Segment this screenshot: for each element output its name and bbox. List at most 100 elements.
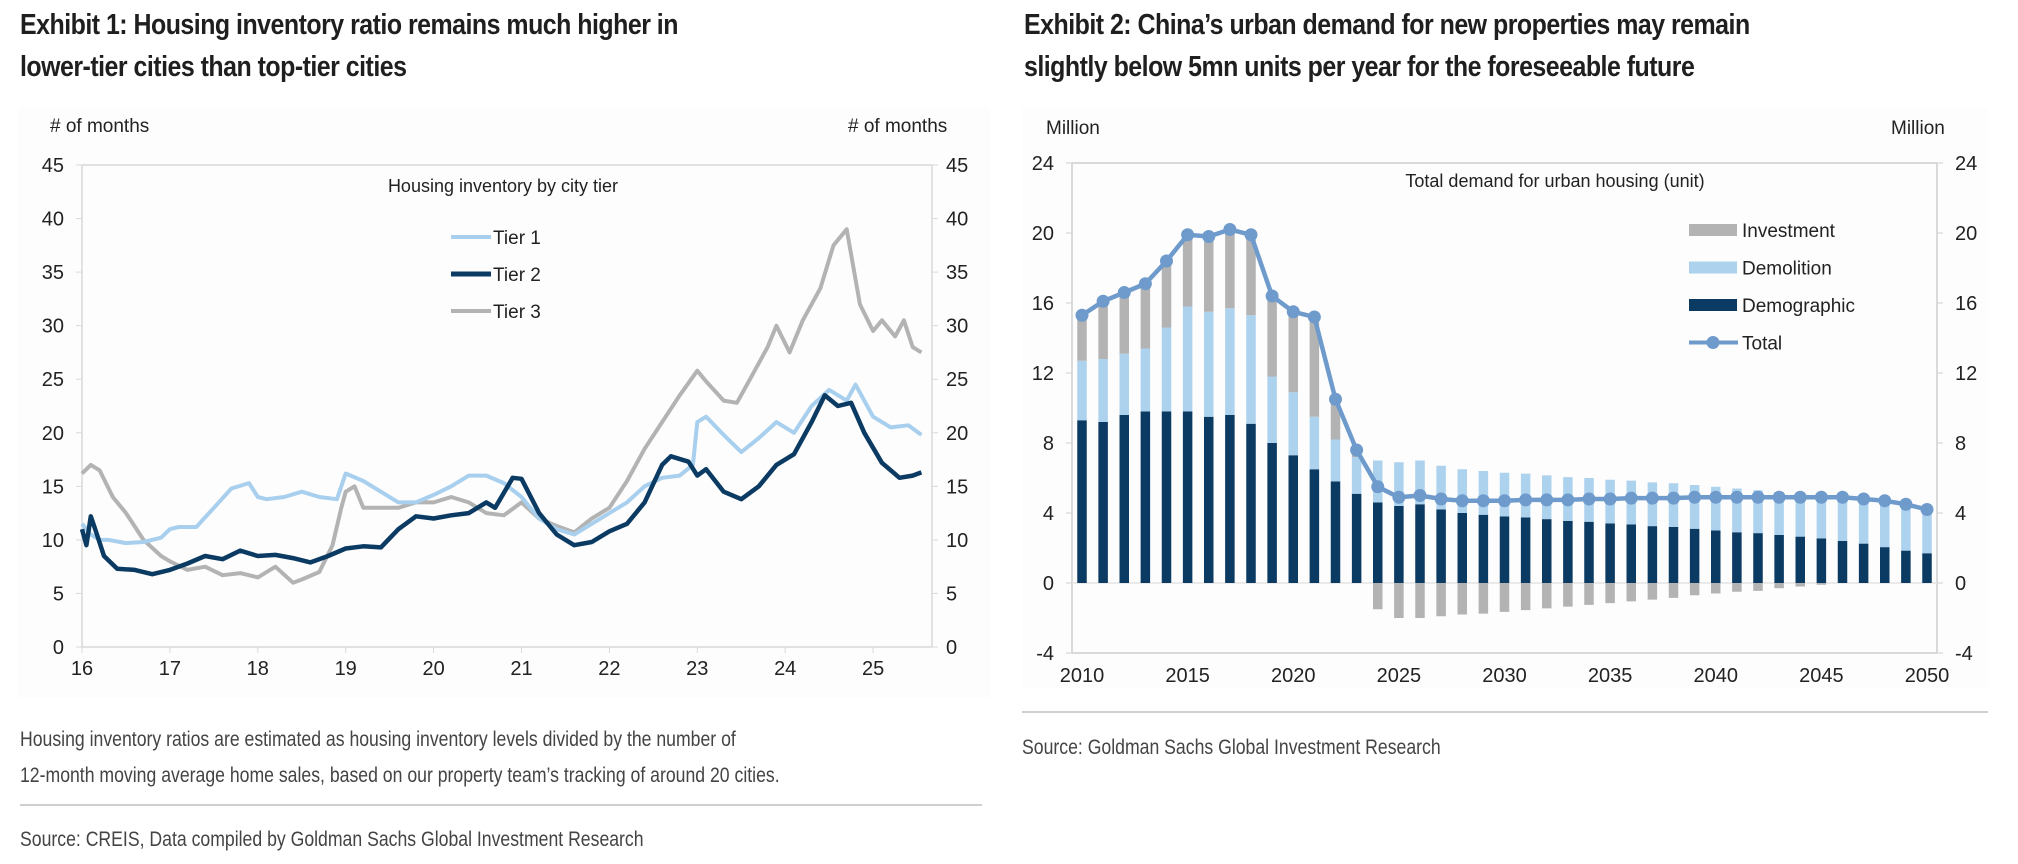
exhibit2-bar-demographic (1246, 423, 1256, 583)
exhibit1-x-tick-label: 16 (71, 658, 93, 680)
exhibit2-bar-demographic (1711, 530, 1721, 583)
exhibit2-bar-demolition (1478, 471, 1489, 515)
exhibit2-right-tick-label: 12 (1955, 363, 1977, 385)
exhibit2-legend-swatch-demolition (1689, 261, 1737, 274)
exhibit1-left-tick-label: 20 (42, 423, 64, 445)
exhibit2-total-marker (1667, 491, 1680, 505)
exhibit2-total-marker (1603, 492, 1617, 506)
exhibit2-bar-demographic (1225, 415, 1235, 583)
exhibit2-bar-investment (1795, 583, 1805, 587)
exhibit2-right-tick-label: 0 (1955, 573, 1966, 595)
exhibit1-x-tick-label: 19 (335, 658, 357, 680)
exhibit2-bar-investment (1204, 236, 1214, 312)
exhibit2-right-tick-label: 8 (1955, 433, 1966, 455)
exhibit2-bar-demolition (1394, 462, 1404, 506)
exhibit2-bar-demographic (1204, 416, 1214, 583)
exhibit2-bar-demographic (1563, 520, 1573, 583)
exhibit2-total-marker (1350, 443, 1364, 457)
exhibit1-x-tick-label: 22 (598, 658, 620, 680)
exhibit1-right-tick-label: 5 (946, 583, 957, 605)
exhibit2-total-marker (1202, 230, 1216, 243)
exhibit1-left-tick-label: 10 (42, 530, 64, 552)
exhibit2-bar-investment (1816, 583, 1827, 585)
exhibit2-bar-investment (1520, 583, 1531, 611)
exhibit1-title-line1: Exhibit 1: Housing inventory ratio remai… (20, 9, 678, 41)
exhibit2-bar-demolition (1098, 359, 1108, 422)
exhibit2-left-tick-label: 20 (1032, 223, 1054, 245)
exhibit2-bar-demographic (1732, 532, 1742, 583)
exhibit2-total-marker (1920, 503, 1934, 516)
exhibit2-bar-demographic (1901, 550, 1911, 583)
exhibit2-bar-investment (1140, 283, 1151, 349)
exhibit2-left-tick-label: 4 (1043, 503, 1054, 525)
exhibit2-right-tick-label: 24 (1955, 153, 1977, 175)
exhibit2-bar-investment (1584, 583, 1594, 605)
exhibit2-bar-demolition (1309, 416, 1320, 470)
exhibit1-title-line2: lower-tier cities than top-tier cities (20, 51, 407, 83)
exhibit1-x-tick-label: 25 (862, 658, 884, 680)
exhibit1-right-tick-label: 45 (946, 155, 968, 177)
exhibit2-total-marker (1138, 277, 1152, 291)
exhibit1-line-chart: 0 0 5 5 10 10 15 15 20 20 25 25 30 30 35 35 40 40 45 45 16 17… (42, 155, 969, 680)
exhibit2-bar-investment (1647, 583, 1658, 600)
exhibit2-bar-demographic (1922, 553, 1932, 583)
exhibit2-total-marker (1476, 494, 1490, 508)
exhibit2-bar-demolition (1140, 348, 1151, 412)
exhibit2-total-marker (1540, 493, 1554, 507)
exhibit2-bar-demolition (1858, 499, 1869, 544)
exhibit2-x-tick-label: 2050 (1905, 665, 1950, 687)
exhibit2-bar-demographic (1584, 521, 1594, 583)
exhibit2-bar-investment (1373, 583, 1383, 610)
exhibit2-bar-demographic (1182, 411, 1193, 583)
exhibit2-bar-demolition (1457, 469, 1467, 513)
exhibit2-total-marker (1857, 492, 1871, 506)
exhibit2-bar-demolition (1415, 460, 1425, 505)
exhibit2-bar-demographic (1373, 502, 1383, 583)
exhibit2-bar-demolition (1330, 439, 1341, 482)
exhibit2-bar-demographic (1499, 516, 1510, 583)
exhibit1-x-tick-label: 23 (686, 658, 708, 680)
exhibit1-x-tick-label: 18 (247, 658, 269, 680)
exhibit2-legend-label: Investment (1742, 221, 1836, 242)
exhibit2-legend-label: Total (1742, 334, 1782, 355)
exhibit2-bar-demolition (1351, 457, 1362, 494)
exhibit1-left-axis-unit: # of months (50, 116, 150, 137)
exhibit2-bar-demographic (1140, 411, 1151, 583)
exhibit1-left-tick-label: 45 (42, 155, 64, 177)
exhibit2-total-marker (1455, 494, 1469, 508)
exhibit2-total-marker (1624, 491, 1638, 505)
exhibit2-total-marker (1307, 310, 1321, 324)
exhibit2-total-marker (1096, 294, 1110, 308)
exhibit2-bar-investment (1689, 583, 1700, 596)
exhibit2-bar-demographic (1161, 411, 1172, 583)
exhibit1-right-axis-unit: # of months (848, 116, 948, 137)
exhibit2-total-marker (1223, 223, 1237, 236)
exhibit2-bar-demographic (1098, 422, 1108, 583)
exhibit2-bar-demolition (1689, 485, 1700, 529)
exhibit2-bar-investment (1119, 292, 1129, 354)
exhibit2-bar-demolition (1922, 509, 1932, 554)
exhibit2-bar-demographic (1119, 415, 1129, 583)
exhibit1-divider (20, 804, 982, 806)
exhibit2-bar-demolition (1161, 327, 1172, 412)
exhibit1-left-tick-label: 30 (42, 316, 64, 338)
exhibit2-bar-demolition (1267, 376, 1277, 443)
exhibit2-total-marker (1181, 228, 1195, 242)
exhibit2-bar-demographic (1774, 534, 1784, 583)
exhibit2-bar-investment (1161, 261, 1172, 328)
exhibit1-series-line-tier-2 (79, 393, 923, 577)
exhibit2-total-marker (1434, 492, 1448, 506)
exhibit2-bar-investment (1668, 583, 1679, 598)
exhibit2-title-line2: slightly below 5mn units per year for th… (1024, 51, 1695, 83)
exhibit1-left-tick-label: 5 (53, 583, 64, 605)
exhibit2-right-tick-label: -4 (1955, 643, 1973, 665)
exhibit2-x-tick-label: 2035 (1588, 665, 1633, 687)
exhibit1-chart-background (18, 108, 990, 698)
exhibit2-total-marker (1730, 490, 1744, 504)
exhibit2-bar-demolition (1246, 315, 1256, 424)
exhibit2-bar-demographic (1689, 528, 1700, 583)
exhibit2-total-marker (1498, 494, 1511, 508)
exhibit2-bar-demolition (1288, 392, 1298, 456)
